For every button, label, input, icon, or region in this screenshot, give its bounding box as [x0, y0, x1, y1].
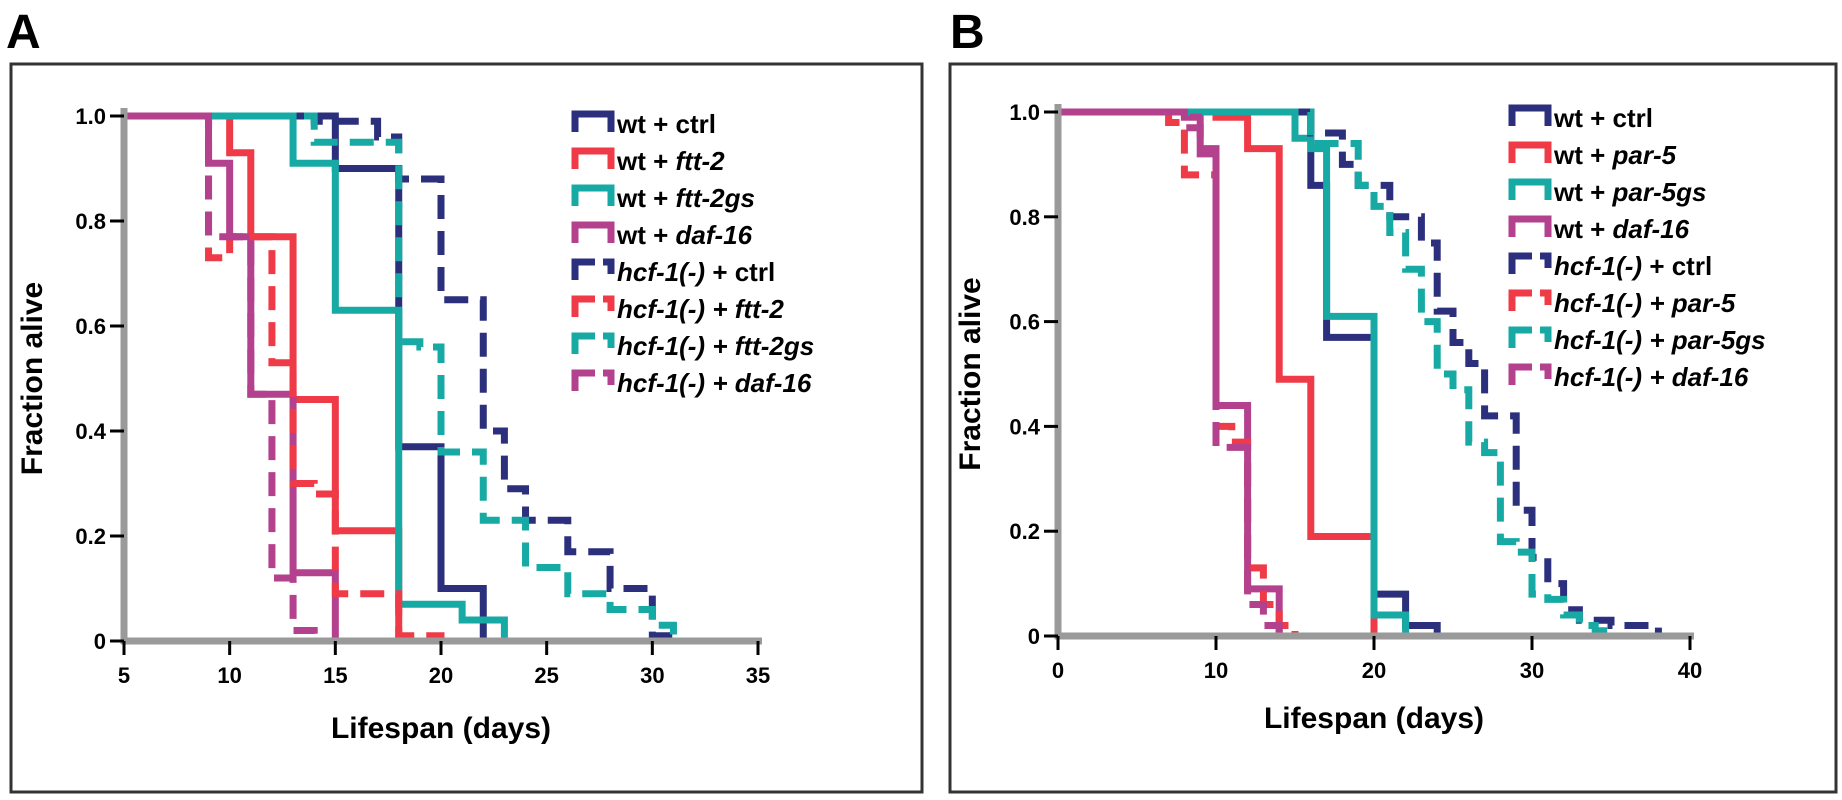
x-tick-label: 0 [1052, 658, 1064, 683]
y-tick-label: 0.2 [1009, 519, 1040, 544]
legend-swatch [571, 258, 615, 280]
legend-swatch [1508, 178, 1552, 200]
legend-swatch [571, 295, 615, 317]
series-group [124, 112, 677, 641]
legend-swatch [571, 332, 615, 354]
y-tick-label: 0.6 [1009, 310, 1040, 335]
legend-label: wt + ctrl [1553, 103, 1653, 133]
series-line-3 [1058, 108, 1410, 636]
legend-swatch [1508, 363, 1552, 385]
x-tick-label: 35 [746, 663, 770, 688]
x-tick-label: 5 [118, 663, 130, 688]
legend-swatch [1508, 104, 1552, 126]
x-tick-label: 25 [534, 663, 558, 688]
legend-swatch [1508, 252, 1552, 274]
panel-a-frame [9, 62, 924, 794]
y-tick-label: 0 [1028, 624, 1040, 649]
legend-label: wt + par-5gs [1553, 177, 1706, 207]
y-tick-label: 1.0 [1009, 100, 1040, 125]
panel-letter-a: A [6, 6, 41, 59]
series-line-7 [1058, 108, 1615, 636]
panel-letter-b: B [950, 6, 985, 59]
chart-b: 0 0.2 0.4 0.6 0.8 1.0 0 10 20 30 40 Lifespan (days)… [954, 100, 1766, 735]
legend-swatch [571, 184, 615, 206]
y-tick-label: 0.8 [75, 209, 106, 234]
legend-label: hcf-1(-) + par-5gs [1554, 325, 1766, 355]
x-tick-label: 10 [1204, 658, 1228, 683]
series-line-4 [124, 112, 339, 641]
y-tick-label: 0.4 [75, 419, 106, 444]
legend-swatch [1508, 141, 1552, 163]
legend-label: hcf-1(-) + par-5 [1554, 288, 1736, 318]
x-axis-title: Lifespan (days) [1264, 702, 1484, 735]
y-tick-label: 0.4 [1009, 414, 1040, 439]
legend-swatch [1508, 215, 1552, 237]
legend-label: wt + par-5 [1553, 140, 1677, 170]
legend-swatch [1508, 326, 1552, 348]
series-line-5 [124, 112, 677, 641]
legend-label: hcf-1(-) + daf-16 [617, 368, 812, 398]
y-tick-label: 1.0 [75, 104, 106, 129]
series-line-8 [1058, 108, 1283, 636]
legend-label: hcf-1(-) + ftt-2 [617, 294, 784, 324]
legend: wt + ctrl wt + ftt-2 wt + ftt-2gs wt + daf-… [571, 109, 814, 398]
legend-swatch [571, 221, 615, 243]
chart-a: 0 0.2 0.4 0.6 0.8 1.0 5 10 15 20 25 30 35 Lifespan (d… [16, 104, 814, 745]
x-tick-label: 30 [1520, 658, 1544, 683]
y-tick-label: 0.6 [75, 314, 106, 339]
series-line-3 [124, 112, 508, 641]
series-line-1 [124, 112, 487, 641]
y-axis-title: Fraction alive [16, 282, 49, 475]
legend-swatch [571, 110, 615, 132]
legend-label: wt + ftt-2gs [616, 183, 755, 213]
series-line-5 [1058, 108, 1662, 636]
legend-label: wt + ftt-2 [616, 146, 725, 176]
legend-label: hcf-1(-) + ctrl [617, 257, 775, 287]
legend-swatch [1508, 289, 1552, 311]
legend: wt + ctrl wt + par-5 wt + par-5gs wt + daf-… [1508, 103, 1766, 392]
x-tick-label: 20 [429, 663, 453, 688]
series-line-2 [124, 112, 403, 641]
legend-label: wt + daf-16 [1553, 214, 1690, 244]
legend-swatch [571, 147, 615, 169]
series-line-6 [1058, 108, 1299, 636]
x-tick-label: 20 [1362, 658, 1386, 683]
series-line-8 [124, 112, 318, 641]
legend-label: hcf-1(-) + ftt-2gs [617, 331, 814, 361]
y-axis-title: Fraction alive [954, 277, 987, 470]
series-line-7 [124, 112, 677, 641]
x-tick-label: 10 [217, 663, 241, 688]
legend-swatch [571, 369, 615, 391]
y-tick-label: 0.8 [1009, 205, 1040, 230]
x-tick-label: 40 [1678, 658, 1702, 683]
y-tick-label: 0 [94, 629, 106, 654]
series-group [1058, 108, 1662, 636]
series-line-6 [124, 112, 445, 641]
legend-label: hcf-1(-) + daf-16 [1554, 362, 1749, 392]
y-tick-label: 0.2 [75, 524, 106, 549]
legend-label: hcf-1(-) + ctrl [1554, 251, 1712, 281]
legend-label: wt + ctrl [616, 109, 716, 139]
x-tick-label: 15 [323, 663, 347, 688]
x-tick-label: 30 [640, 663, 664, 688]
panel-b-frame [948, 62, 1838, 794]
x-axis-title: Lifespan (days) [331, 712, 551, 745]
legend-label: wt + daf-16 [616, 220, 753, 250]
